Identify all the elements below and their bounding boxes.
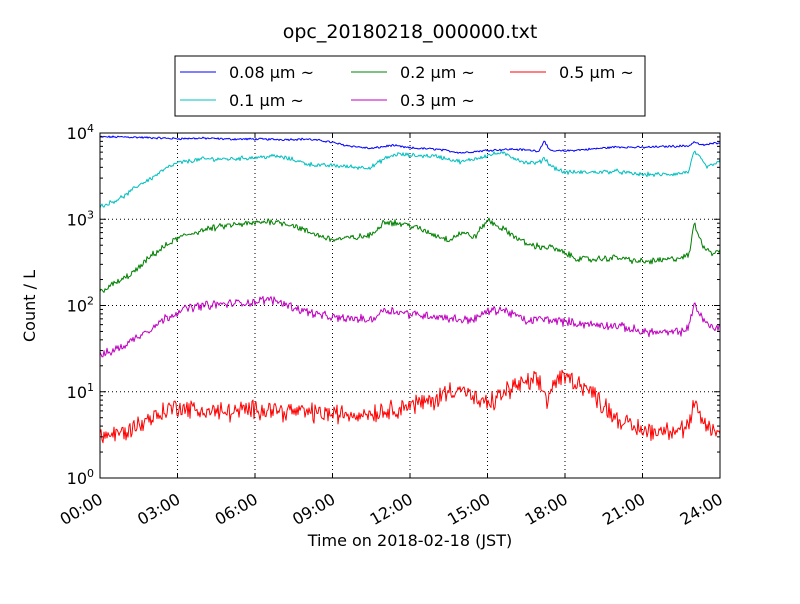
y-tick-label: 101 (67, 381, 94, 402)
legend-label-0-08-m: 0.08 µm ~ (229, 63, 314, 82)
legend-label-0-5-m: 0.5 µm ~ (559, 63, 634, 82)
legend-label-0-1-m: 0.1 µm ~ (229, 91, 304, 110)
legend-label-0-2-m: 0.2 µm ~ (400, 63, 475, 82)
y-axis-tick-labels: 100 101 102 103 104 (67, 122, 94, 488)
plot-area (99, 132, 721, 479)
legend-box (174, 55, 646, 117)
series-line-0-08-m (99, 135, 721, 154)
series-line-0-2-m (99, 217, 721, 293)
series-line-0-5-m (99, 369, 721, 444)
series-line-0-3-m (99, 295, 721, 358)
y-tick-label: 104 (67, 122, 94, 143)
y-axis-title: Count / L (20, 270, 39, 342)
y-tick-label: 100 (67, 467, 94, 488)
x-axis-title: Time on 2018-02-18 (JST) (307, 531, 512, 550)
y-tick-label: 102 (67, 295, 94, 316)
legend: 0.08 µm ~ 0.1 µm ~ 0.2 µm ~ 0.3 µm ~ 0.5 µm … (174, 55, 646, 117)
series-lines (99, 135, 721, 444)
legend-label-0-3-m: 0.3 µm ~ (400, 91, 475, 110)
series-line-0-1-m (99, 150, 721, 209)
y-tick-label: 103 (67, 208, 94, 229)
chart-title: opc_20180218_000000.txt (283, 21, 538, 43)
grid-lines (100, 133, 720, 478)
axis-ticks (99, 132, 721, 479)
